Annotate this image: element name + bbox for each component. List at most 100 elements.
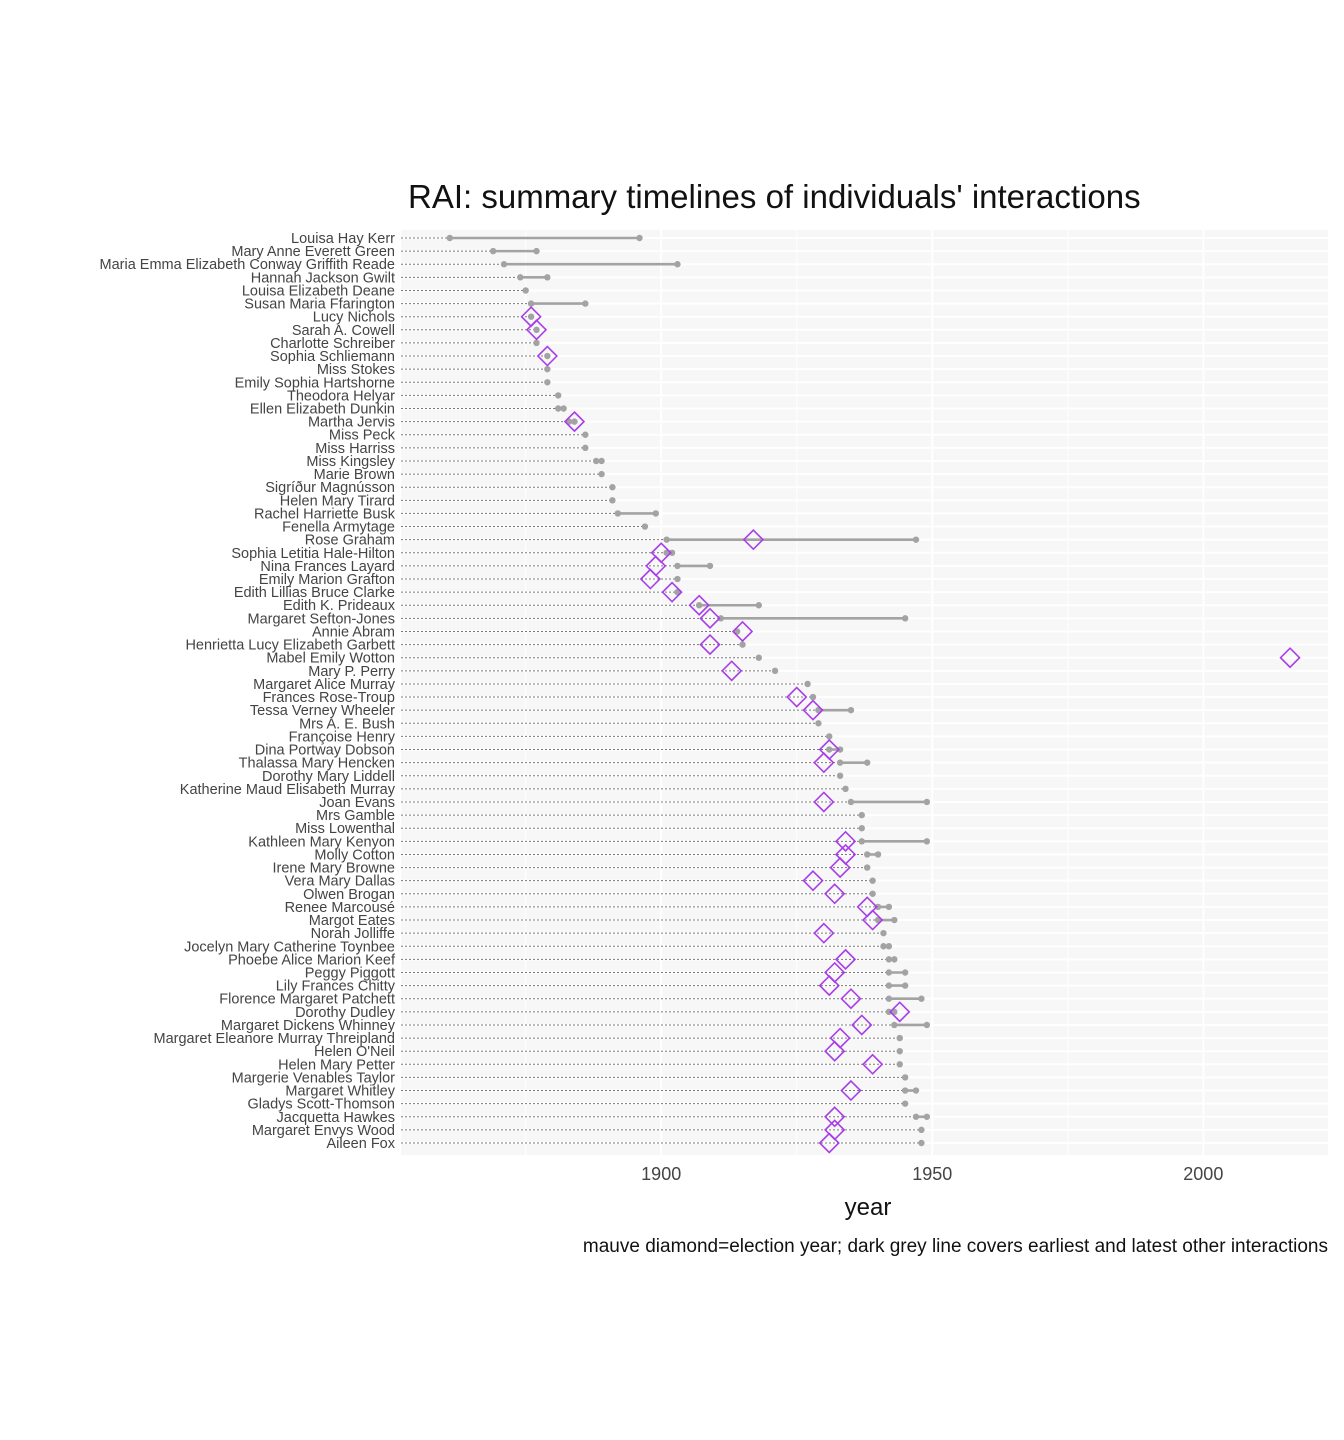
leader-lines xyxy=(401,237,922,1144)
interaction-point xyxy=(609,497,616,504)
y-axis-label: Margaret Eleanore Murray Threipland xyxy=(153,1031,395,1047)
interaction-point xyxy=(500,261,508,268)
interaction-point xyxy=(544,352,551,360)
interaction-point xyxy=(826,733,833,740)
interaction-point xyxy=(912,536,920,543)
y-axis-label: Mrs A. E. Bush xyxy=(299,716,395,732)
y-axis-label: Renee Marcousé xyxy=(285,900,395,916)
election-diamond xyxy=(688,594,710,616)
interaction-point xyxy=(533,326,540,334)
interaction-point xyxy=(864,864,871,871)
chart-caption: mauve diamond=election year; dark grey l… xyxy=(583,1236,1328,1257)
chart-title: RAI: summary timelines of individuals' i… xyxy=(408,178,1141,215)
y-axis-label: Louisa Hay Kerr xyxy=(291,231,395,247)
interaction-point xyxy=(885,995,893,1002)
interaction-point xyxy=(446,234,453,242)
y-axis-label: Edith Lillias Bruce Clarke xyxy=(234,585,395,601)
interaction-point xyxy=(544,274,551,281)
y-axis-label: Kathleen Mary Kenyon xyxy=(248,834,395,850)
interaction-point xyxy=(896,1034,903,1042)
interaction-point xyxy=(901,969,909,976)
interaction-points xyxy=(446,234,931,1147)
interaction-point xyxy=(755,654,762,661)
y-axis-label: Margaret Whitley xyxy=(285,1084,395,1100)
election-diamond xyxy=(802,870,824,892)
interaction-point xyxy=(842,785,849,793)
x-axis-ticks: 1900 1950 2000 xyxy=(641,1164,1223,1184)
y-axis-label: Miss Harriss xyxy=(315,441,395,457)
interaction-point xyxy=(864,851,871,858)
y-axis-label: Mary Anne Everett Green xyxy=(231,244,395,260)
interaction-point xyxy=(901,982,909,989)
election-diamond xyxy=(834,830,857,852)
interaction-point xyxy=(668,549,676,556)
interaction-point xyxy=(598,457,605,465)
interaction-point xyxy=(652,510,659,517)
interaction-point xyxy=(864,759,871,766)
y-axis-label: Olwen Brogan xyxy=(303,887,395,903)
y-axis-label: Margaret Envys Wood xyxy=(252,1123,395,1139)
plot-panel xyxy=(401,230,1328,1155)
election-diamond xyxy=(731,620,754,643)
y-axis-label: Irene Mary Browne xyxy=(273,861,396,877)
interaction-point xyxy=(923,1021,931,1029)
interaction-point xyxy=(858,811,865,819)
y-axis-label: Miss Kingsley xyxy=(306,454,395,470)
election-diamond xyxy=(699,607,721,629)
x-tick-label: 1950 xyxy=(912,1164,952,1184)
y-axis-label: Miss Lowenthal xyxy=(295,821,395,837)
interaction-point xyxy=(582,431,589,438)
y-axis-label: Helen Mary Tirard xyxy=(280,493,395,509)
interaction-point xyxy=(923,838,931,845)
interaction-point xyxy=(755,602,762,609)
y-axis-label: Emily Sophia Hartshorne xyxy=(235,375,395,391)
interaction-point xyxy=(614,510,622,517)
y-axis-label: Susan Maria Ffarington xyxy=(244,297,395,313)
interaction-point xyxy=(880,943,887,950)
y-axis-label: Mrs Gamble xyxy=(316,808,395,824)
y-axis-label: Theodora Helyar xyxy=(287,388,395,404)
interaction-point xyxy=(869,890,876,897)
y-axis-label: Gladys Scott-Thomson xyxy=(248,1097,395,1113)
interaction-point xyxy=(592,457,600,465)
interaction-point xyxy=(804,680,811,688)
interaction-point xyxy=(896,1061,903,1068)
election-diamond xyxy=(824,883,846,905)
election-diamond xyxy=(862,909,884,931)
election-diamond xyxy=(661,581,683,603)
y-axis-label: Helen O'Neil xyxy=(314,1044,395,1060)
interaction-point xyxy=(533,339,540,347)
interaction-point xyxy=(836,759,844,766)
interaction-point xyxy=(836,772,844,779)
y-axis-label: Jacquetta Hawkes xyxy=(277,1110,395,1126)
interaction-point xyxy=(489,247,497,255)
y-axis-label: Nina Frances Layard xyxy=(260,559,395,575)
interaction-point xyxy=(891,916,898,924)
y-axis-label: Fenella Armytage xyxy=(282,520,395,536)
interaction-point xyxy=(527,300,535,307)
interaction-point xyxy=(809,693,817,701)
y-axis-label: Margaret Dickens Whinney xyxy=(221,1018,396,1034)
interaction-point xyxy=(858,838,865,845)
y-axis-label: Margaret Alice Murray xyxy=(253,677,396,693)
y-axis-label: Dorothy Dudley xyxy=(295,1005,396,1021)
interaction-point xyxy=(912,1113,920,1120)
interaction-point xyxy=(826,746,833,753)
interaction-point xyxy=(901,1074,909,1081)
y-axis-label: Louisa Elizabeth Deane xyxy=(242,283,395,299)
y-axis-label: Henrietta Lucy Elizabeth Garbett xyxy=(185,638,395,654)
x-axis-title: year xyxy=(845,1194,892,1221)
election-diamond xyxy=(813,922,835,944)
election-diamond xyxy=(818,974,840,997)
election-diamond xyxy=(862,1053,884,1075)
y-axis-label: Jocelyn Mary Catherine Toynbee xyxy=(184,939,395,955)
election-diamond xyxy=(840,988,862,1010)
y-axis-label: Margerie Venables Taylor xyxy=(232,1070,396,1086)
y-axis-label: Vera Mary Dallas xyxy=(285,874,395,890)
election-diamond xyxy=(525,319,548,341)
interaction-point xyxy=(836,746,844,753)
y-axis-label: Frances Rose-Troup xyxy=(263,690,395,706)
interaction-point xyxy=(674,261,681,268)
